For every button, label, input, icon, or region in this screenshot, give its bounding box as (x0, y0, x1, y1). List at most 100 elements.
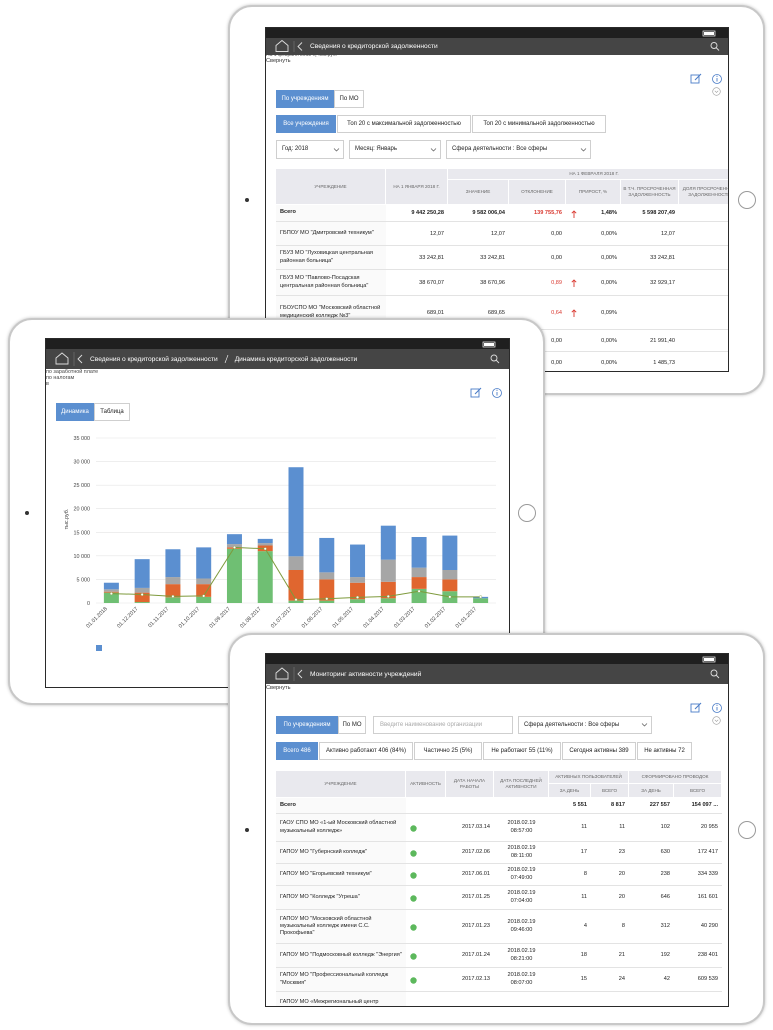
institution-name: ГБПОУ МО "Дмитровский техникум" (280, 229, 374, 236)
tab[interactable]: Таблица (94, 403, 130, 421)
edit-pen (474, 387, 482, 395)
table-cell (406, 944, 446, 968)
home-button[interactable] (738, 821, 756, 839)
battery-charge (704, 658, 714, 661)
battery-shape (702, 30, 716, 37)
tab[interactable]: По учреждениям (276, 90, 334, 108)
cell-value: 8 817 (611, 801, 625, 808)
column-header: УЧРЕЖДЕНИЕ (276, 771, 406, 798)
collapse-icon[interactable] (712, 716, 721, 725)
filter-chip[interactable]: Частично 25 (5%) (414, 742, 482, 760)
cell-value: 12,07 (430, 230, 444, 237)
filter-chip[interactable]: Не активны 72 (637, 742, 692, 760)
table-cell: 4 (549, 910, 591, 944)
column-header: ДАТА НАЧАЛА РАБОТЫ (446, 771, 494, 798)
cell-value: 17 (580, 848, 587, 855)
tool-icons[interactable] (690, 702, 724, 714)
bar-segment (196, 596, 212, 603)
info-icon (712, 74, 722, 84)
table-cell: 630 (629, 842, 674, 864)
cell-value: 4 (583, 922, 587, 929)
cell-value: 33 242,81 (650, 254, 675, 261)
search-input[interactable]: Введите наименование организации (373, 716, 513, 734)
line-point (263, 547, 267, 551)
filter[interactable]: Топ 20 с минимальной задолженностью (472, 115, 606, 133)
table-cell (406, 798, 446, 814)
x-tick-label: 01.06.2017 (301, 606, 324, 629)
column-header: ВСЕГО (591, 784, 629, 798)
filter-chip[interactable]: Не работают 55 (11%) (483, 742, 561, 760)
select[interactable]: Сфера деятельности : Все сферы (518, 716, 652, 734)
filter-chip[interactable]: Всего 486 (276, 742, 318, 760)
cell-value: 154 097 ... (691, 801, 718, 808)
institution-name: ГБУЗ МО "Луховицкая центральная районная… (280, 250, 373, 264)
cell-value: 33 242,81 (480, 254, 505, 261)
table-cell: 100 (679, 246, 728, 270)
table-cell: 33 242,81 (621, 246, 679, 270)
filter-chip[interactable]: Сегодня активны 389 (562, 742, 636, 760)
table-cell: 0,89 (509, 270, 566, 296)
breadcrumb[interactable]: Сведения о кредиторской задолженности (310, 43, 438, 50)
tab[interactable]: Динамика (56, 403, 94, 421)
tab[interactable]: По МО (334, 90, 364, 108)
home-button[interactable] (518, 504, 536, 522)
nav-bar (266, 664, 728, 684)
home-button[interactable] (738, 191, 756, 209)
table-cell: 2018.02.19 08:07:00 (494, 968, 549, 992)
tab[interactable]: По МО (338, 716, 366, 734)
cell-value: 2018.02.19 08:57:00 (507, 820, 536, 834)
tool-icons[interactable] (470, 387, 504, 399)
table-cell: 11 (549, 886, 591, 910)
bar-segment (380, 581, 396, 599)
cell-value: 24 (618, 975, 625, 982)
breadcrumb[interactable]: Динамика кредиторской задолженности (234, 355, 358, 363)
x-tick-label: 01.04.2017 (362, 606, 385, 629)
chart: 0 5 000 10 000 15 000 20 000 25 000 30 000 35 0… (64, 436, 496, 629)
bar-segment (319, 537, 335, 573)
x-tick-label: 01.01.2018 (85, 606, 108, 629)
collapse-icon[interactable] (712, 87, 721, 96)
nav-bar (46, 349, 509, 369)
collapse-chevron (714, 719, 719, 722)
cell-value: 0,00 (551, 230, 562, 237)
table-cell: ГАПОУ МО "Подмосковный колледж "Энергия" (276, 944, 406, 968)
bar-segment (134, 587, 150, 593)
line-point (294, 598, 298, 602)
collapse-label: Свернуть (266, 58, 291, 64)
tool-icons[interactable] (690, 73, 724, 85)
activity-indicator (410, 849, 417, 857)
chevron (430, 147, 437, 151)
battery-icon (482, 341, 496, 348)
filter[interactable]: Топ 20 с максимальной задолженностью (337, 115, 471, 133)
filter[interactable]: Все учреждения (276, 115, 336, 133)
table-cell: 227 557 (629, 798, 674, 814)
x-tick-label: 01.03.2017 (393, 606, 416, 629)
line-point (356, 595, 360, 599)
select[interactable]: Месяц: Январь (349, 140, 441, 159)
cell-value: 20 (618, 893, 625, 900)
table-cell (446, 798, 494, 814)
status-bar (266, 654, 728, 664)
table-cell: 38 670,96 (448, 270, 509, 296)
breadcrumb[interactable]: Мониторинг активности учреждений (310, 670, 422, 678)
column-header: НА 1 ЯНВАРЯ 2018 Г. (386, 169, 448, 205)
cell-value: 2017.03.14 (462, 823, 490, 830)
table-cell: 0,09% (566, 296, 621, 330)
table-cell: 2018.02.19 07:49:00 (494, 864, 549, 886)
x-tick-label: 01.10.2017 (178, 606, 201, 629)
breadcrumb[interactable]: Сведения о кредиторской задолженности (90, 355, 218, 363)
select[interactable]: Год: 2018 (276, 140, 344, 159)
x-tick-label: 01.01.2017 (455, 606, 478, 629)
table-cell: 20 955 (674, 814, 722, 842)
cell-value: 2017.01.25 (462, 893, 490, 900)
filter-chip[interactable]: Активно работают 406 (84%) (319, 742, 413, 760)
bar-segment (257, 551, 273, 603)
tab[interactable]: По учреждениям (276, 716, 338, 734)
select[interactable]: Сфера деятельности : Все сферы (446, 140, 591, 159)
column-header: ЗНАЧЕНИЕ (448, 180, 509, 205)
back-icon (297, 42, 303, 51)
cell-value: 2018.02.19 08:21:00 (507, 948, 536, 962)
table-cell (629, 992, 674, 1006)
bar-segment (226, 534, 242, 545)
column-header: ВСЕГО (674, 784, 722, 798)
